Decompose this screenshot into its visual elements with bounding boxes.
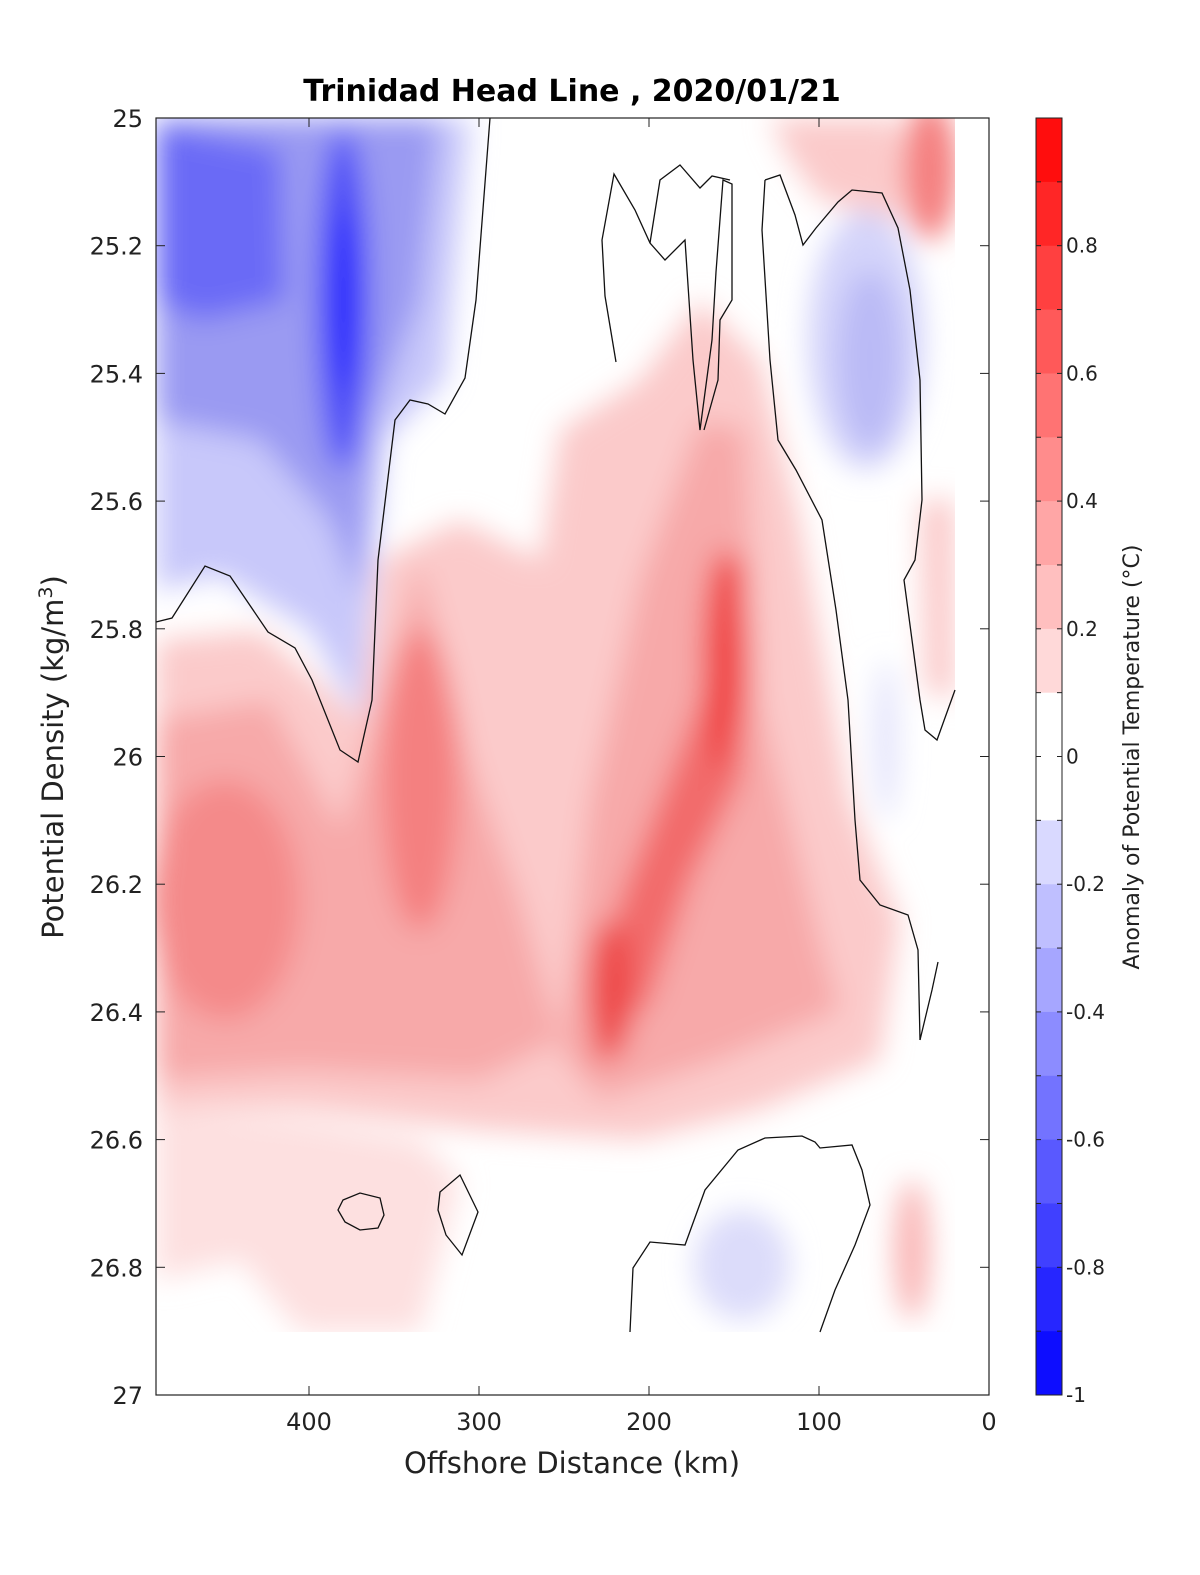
y-axis-title-text: Potential Density (kg/m [36, 599, 70, 939]
zero-contour-deep [629, 1135, 871, 1333]
colorbar-levels [1036, 118, 1062, 1395]
colorbar-level [1036, 181, 1062, 246]
y-tick-label: 26 [112, 744, 143, 772]
zero-contour-shelf [761, 179, 921, 1041]
y-axis-title: Potential Density (kg/m3) [35, 575, 70, 939]
colorbar-level [1036, 118, 1062, 182]
warm-patch-bottom [894, 1180, 930, 1320]
colorbar-level [1036, 564, 1062, 629]
zero-contour-east [764, 174, 956, 742]
colorbar-tick-label: 0.8 [1066, 234, 1098, 258]
colorbar-tick-label: 0.4 [1066, 489, 1098, 513]
warm-core-160 [703, 550, 747, 770]
y-tick-label: 25.6 [90, 488, 143, 516]
colorbar-tick-label: -0.6 [1066, 1128, 1105, 1152]
colorbar-level [1036, 820, 1062, 885]
colorbar-level [1036, 628, 1062, 693]
y-tick-label: 25 [112, 105, 143, 133]
cold-patch-mid [874, 660, 898, 820]
x-tick-label: 200 [626, 1408, 672, 1436]
zero-contour-wedge-top [649, 164, 731, 244]
colorbar-level [1036, 948, 1062, 1012]
colorbar-level [1036, 309, 1062, 374]
warm-core-225 [588, 920, 632, 1060]
colorbar-level [1036, 1139, 1062, 1204]
colorbar-tick-label: -0.8 [1066, 1255, 1105, 1279]
cold-core-west [156, 125, 285, 320]
zero-contour-shelf-end [919, 961, 939, 1041]
y-tick-label: 27 [112, 1382, 143, 1410]
y-tick-label: 25.4 [90, 360, 143, 388]
colorbar-level [1036, 1267, 1062, 1332]
warm-core-nearshore [902, 118, 955, 240]
zero-contour-loop-b [437, 1173, 479, 1257]
y-axis-title-close: ) [36, 575, 70, 586]
anomaly-field [156, 118, 955, 1332]
colorbar-level [1036, 692, 1062, 757]
colorbar-level [1036, 884, 1062, 949]
colorbar-title: Anomaly of Potential Temperature (°C) [1120, 545, 1145, 970]
colorbar-tick-label: 0.6 [1066, 361, 1098, 385]
zero-contour-wedge [601, 172, 733, 431]
warm-core-330 [382, 630, 458, 930]
x-tick-label: 100 [796, 1408, 842, 1436]
warm-patch-shelf [920, 500, 955, 700]
warm-core-west [156, 780, 300, 1020]
colorbar-tick-label: -0.2 [1066, 872, 1105, 896]
colorbar-level [1036, 373, 1062, 438]
colorbar-level [1036, 501, 1062, 565]
warm-patch-top [770, 118, 900, 220]
colorbar-level [1036, 756, 1062, 821]
colorbar-tick-label: 0 [1066, 745, 1079, 769]
colorbar-tick-label: -0.4 [1066, 1000, 1105, 1024]
cold-patch-bottom [694, 1210, 790, 1320]
y-tick-label: 26.4 [90, 999, 143, 1027]
zero-contour-west [155, 117, 491, 764]
x-axis-title: Offshore Distance (km) [404, 1446, 740, 1480]
colorbar-level [1036, 1203, 1062, 1268]
x-axis: 400 300 200 100 0 [286, 118, 997, 1436]
colorbar: 0.8 0.6 0.4 0.2 0 -0.2 -0.4 -0.6 -0.8 -1 Anomaly … [1035, 117, 1145, 1407]
warm-region-deep [156, 1110, 460, 1332]
y-tick-label: 26.2 [90, 871, 143, 899]
colorbar-level [1036, 245, 1062, 310]
x-tick-label: 0 [981, 1408, 996, 1436]
x-tick-label: 400 [286, 1408, 332, 1436]
y-tick-label: 26.6 [90, 1127, 143, 1155]
y-axis: 25 25.2 25.4 25.6 25.8 26 26.2 26.4 26.6 26.8 27 [90, 105, 989, 1410]
cold-core-center [333, 210, 357, 390]
zero-contour-loop-a [337, 1192, 385, 1231]
colorbar-level [1036, 1011, 1062, 1076]
colorbar-level [1036, 437, 1062, 502]
x-tick-label: 300 [456, 1408, 502, 1436]
cold-patch-ne [838, 270, 902, 450]
colorbar-ticks: 0.8 0.6 0.4 0.2 0 -0.2 -0.4 -0.6 -0.8 -1 [1036, 117, 1105, 1407]
colorbar-tick-label: 0.2 [1066, 617, 1098, 641]
zero-contours [155, 117, 956, 1333]
colorbar-tick-label: -1 [1066, 1383, 1086, 1407]
colorbar-level [1036, 1075, 1062, 1140]
y-tick-label: 25.2 [90, 233, 143, 261]
y-tick-label: 25.8 [90, 616, 143, 644]
y-tick-label: 26.8 [90, 1254, 143, 1282]
colorbar-level [1036, 1331, 1062, 1395]
y-axis-title-superscript: 3 [35, 586, 57, 598]
chart-title: Trinidad Head Line , 2020/01/21 [303, 74, 840, 109]
